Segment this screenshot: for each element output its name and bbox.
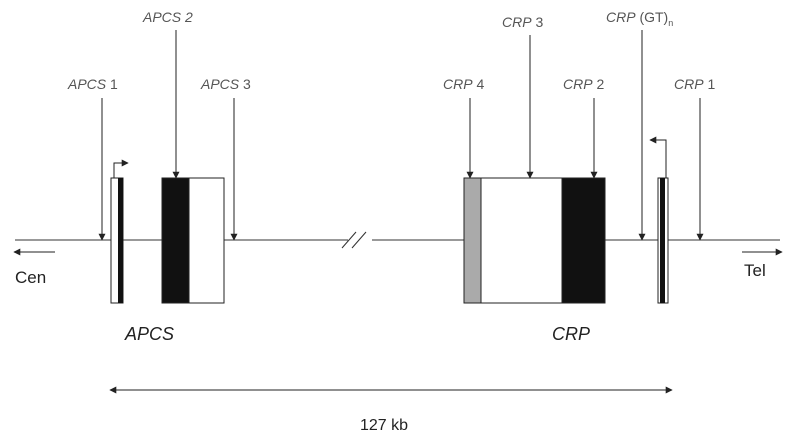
crp3-label: CRP 3 bbox=[502, 14, 543, 30]
apcs-transcription-start bbox=[113, 159, 129, 178]
crp-transcription-start bbox=[649, 136, 667, 178]
break-symbol bbox=[341, 231, 367, 249]
crp-exon-dark bbox=[561, 177, 606, 304]
apcs2-label: APCS 2 bbox=[142, 9, 193, 25]
apcs3-label: APCS 3 bbox=[200, 76, 251, 92]
cen-label: Cen bbox=[15, 268, 46, 287]
crp4-label: CRP 4 bbox=[443, 76, 484, 92]
crp-exon-light bbox=[480, 177, 563, 304]
crpgt-label: CRP (GT)n bbox=[606, 9, 673, 28]
crp-gene-label: CRP bbox=[552, 324, 590, 344]
apcs-gene-label: APCS bbox=[124, 324, 174, 344]
distance-label: 127 kb bbox=[360, 417, 408, 434]
apcs-exon-2-light bbox=[188, 177, 225, 304]
crp1-label: CRP 1 bbox=[674, 76, 715, 92]
crp-exon-1-dark bbox=[660, 178, 665, 303]
tel-label: Tel bbox=[744, 261, 766, 280]
apcs1-label: APCS 1 bbox=[67, 76, 118, 92]
apcs-exon-1-dark bbox=[118, 178, 123, 303]
crp2-label: CRP 2 bbox=[563, 76, 604, 92]
crp-exon-grey bbox=[463, 177, 482, 304]
apcs-exon-2-dark bbox=[161, 177, 190, 304]
